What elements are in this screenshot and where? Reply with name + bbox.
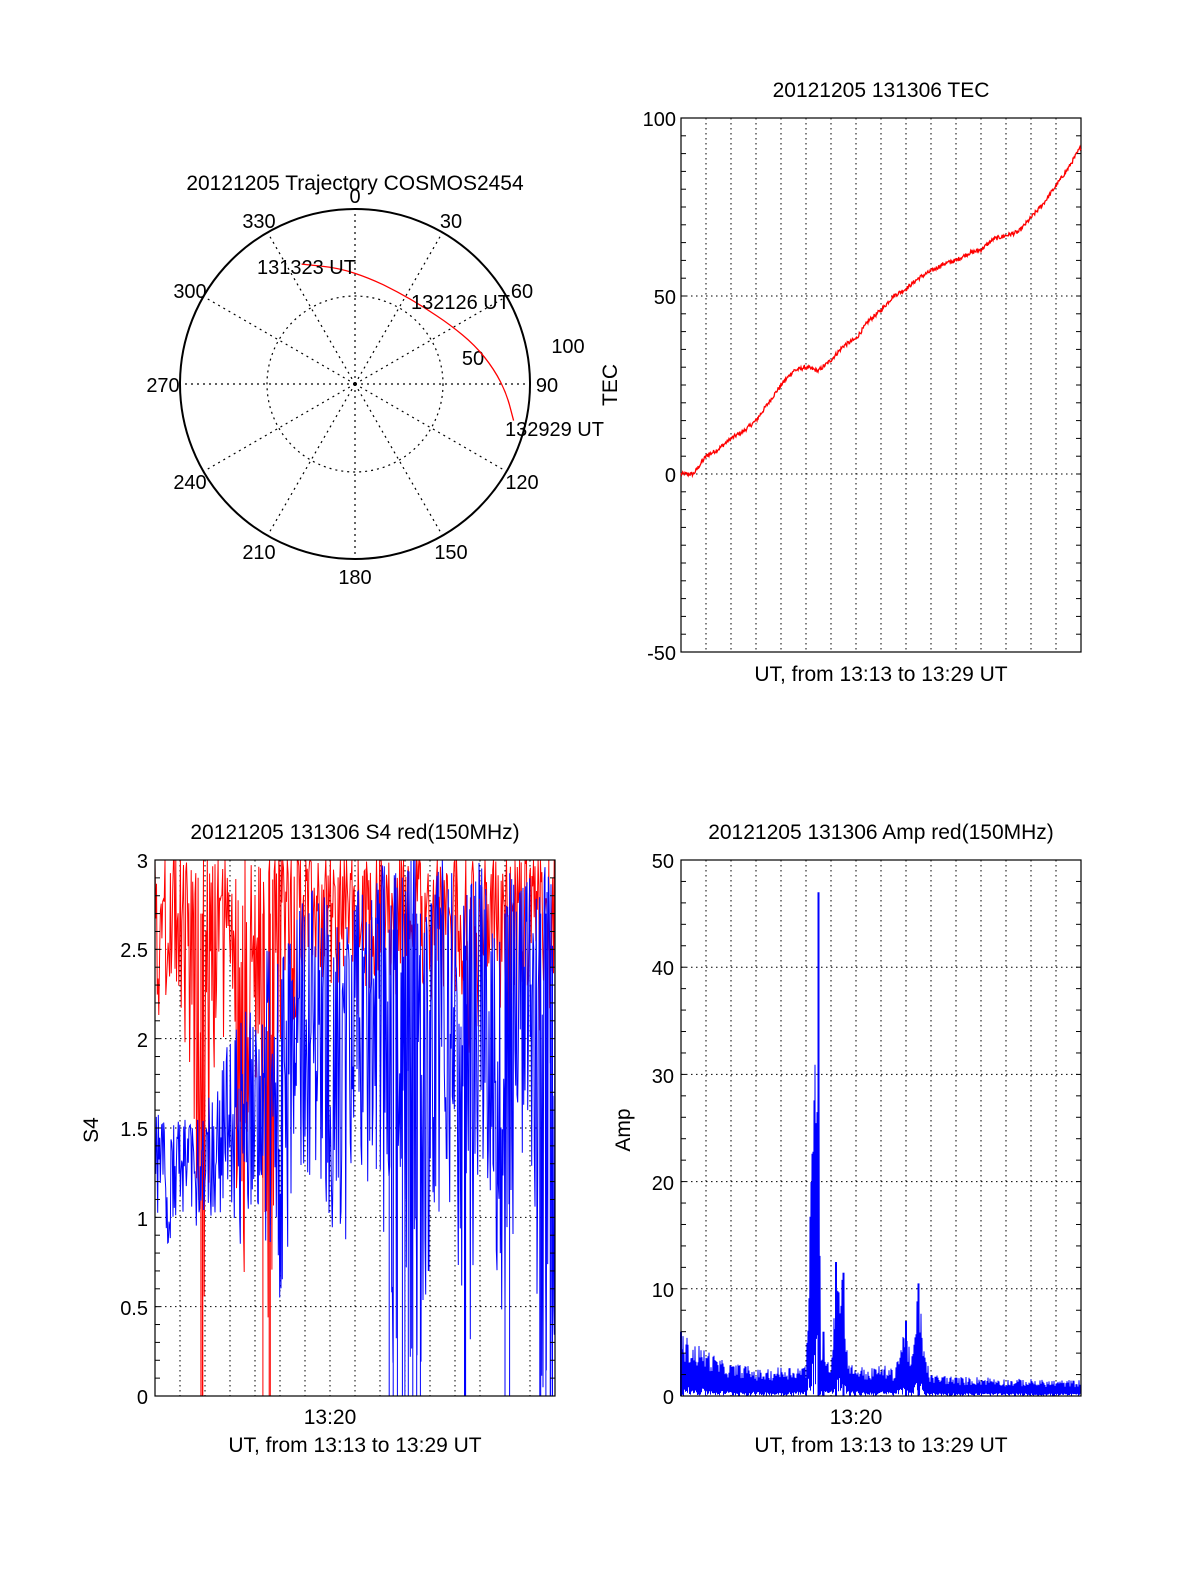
spoke-60 [354, 295, 507, 385]
amp-ytick-30: 30 [652, 1066, 674, 1088]
tec-ytick-50: 50 [654, 287, 676, 309]
s4-ytick-1: 1 [137, 1209, 148, 1231]
radial-tick-50: 50 [462, 348, 484, 370]
amp-panel: 20121205 131306 Amp red(150MHz) 50 40 30… [612, 821, 1082, 1457]
s4-title: 20121205 131306 S4 red(150MHz) [190, 821, 519, 844]
s4-ytick-1-5: 1.5 [120, 1119, 148, 1141]
trajectory-end-time: 132929 UT [505, 419, 604, 441]
amp-y-tick-labels: 50 40 30 20 10 0 [652, 851, 674, 1409]
tec-y-tick-labels: 100 50 0 -50 [643, 109, 676, 665]
s4-minor-ticks [155, 877, 555, 1379]
tec-x-axis-label: UT, from 13:13 to 13:29 UT [754, 663, 1007, 686]
amp-ytick-20: 20 [652, 1173, 674, 1195]
amp-series-line [680, 1056, 1082, 1397]
amp-grid [681, 860, 1081, 1396]
amp-ytick-50: 50 [652, 851, 674, 873]
trajectory-track [301, 263, 515, 421]
amp-ytick-10: 10 [652, 1280, 674, 1302]
az-label-240: 240 [173, 472, 206, 494]
tec-plot-frame [680, 117, 1082, 653]
s4-x-axis-label: UT, from 13:13 to 13:29 UT [228, 1434, 481, 1457]
polar-inner-circle [266, 295, 444, 473]
s4-ytick-0-5: 0.5 [120, 1298, 148, 1320]
amp-series [680, 892, 1082, 1397]
spoke-240 [203, 383, 356, 473]
radial-tick-100: 100 [551, 336, 584, 358]
s4-plot-frame [154, 859, 556, 1397]
spoke-330 [266, 232, 356, 385]
amp-y-axis-label: Amp [612, 1108, 635, 1151]
tec-grid [681, 118, 1081, 652]
s4-series-line [154, 859, 556, 1318]
az-label-180: 180 [338, 567, 371, 589]
spoke-300 [203, 295, 356, 385]
az-label-270: 270 [146, 375, 179, 397]
polar-grid [179, 208, 531, 560]
s4-y-tick-labels: 3 2.5 2 1.5 1 0.5 0 [120, 851, 148, 1409]
s4-panel: 20121205 131306 S4 red(150MHz) 3 2.5 2 1… [80, 821, 556, 1457]
az-label-90: 90 [536, 375, 558, 397]
tec-minor-ticks [681, 135, 1081, 635]
s4-ytick-2-5: 2.5 [120, 940, 148, 962]
tec-ytick-minus50: -50 [647, 643, 676, 665]
spoke-210 [266, 383, 356, 536]
s4-y-axis-label: S4 [80, 1117, 103, 1143]
az-label-60: 60 [511, 281, 533, 303]
s4-ytick-2: 2 [137, 1030, 148, 1052]
amp-minor-ticks [681, 880, 1081, 1376]
polar-spokes [180, 209, 530, 559]
s4-red-series [154, 859, 556, 1396]
trajectory-mid-time: 132126 UT [411, 292, 510, 314]
az-label-0: 0 [349, 186, 360, 208]
spoke-150 [354, 383, 444, 536]
tec-ytick-100: 100 [643, 109, 676, 131]
s4-ytick-0: 0 [137, 1387, 148, 1409]
s4-xtick-1320: 13:20 [304, 1406, 357, 1429]
trajectory-title: 20121205 Trajectory COSMOS2454 [186, 172, 524, 195]
amp-ytick-40: 40 [652, 958, 674, 980]
az-label-30: 30 [440, 211, 462, 233]
amp-xtick-1320: 13:20 [830, 1406, 883, 1429]
spoke-30 [354, 232, 444, 385]
radial-axis-label: TEC [599, 364, 622, 406]
tec-title: 20121205 131306 TEC [773, 79, 990, 102]
az-label-300: 300 [173, 281, 206, 303]
tec-ytick-0: 0 [665, 465, 676, 487]
amp-title: 20121205 131306 Amp red(150MHz) [708, 821, 1054, 844]
az-label-120: 120 [505, 472, 538, 494]
azimuth-tick-labels: 0 30 60 90 120 150 180 210 240 270 300 3… [146, 186, 558, 589]
trajectory-start-time: 131323 UT [257, 257, 356, 279]
spoke-120 [354, 383, 507, 473]
amp-ytick-0: 0 [663, 1387, 674, 1409]
amp-x-axis-label: UT, from 13:13 to 13:29 UT [754, 1434, 1007, 1457]
s4-series-line [154, 859, 556, 1397]
tec-series-line [680, 144, 1082, 479]
s4-ytick-3: 3 [137, 851, 148, 873]
tec-panel: 20121205 131306 TEC 100 50 0 -50 UT, fro… [643, 79, 1082, 686]
trajectory-panel: 20121205 Trajectory COSMOS2454 0 30 [146, 172, 622, 589]
az-label-150: 150 [434, 542, 467, 564]
az-label-210: 210 [242, 542, 275, 564]
amp-plot-frame [680, 859, 1082, 1397]
az-label-330: 330 [242, 211, 275, 233]
